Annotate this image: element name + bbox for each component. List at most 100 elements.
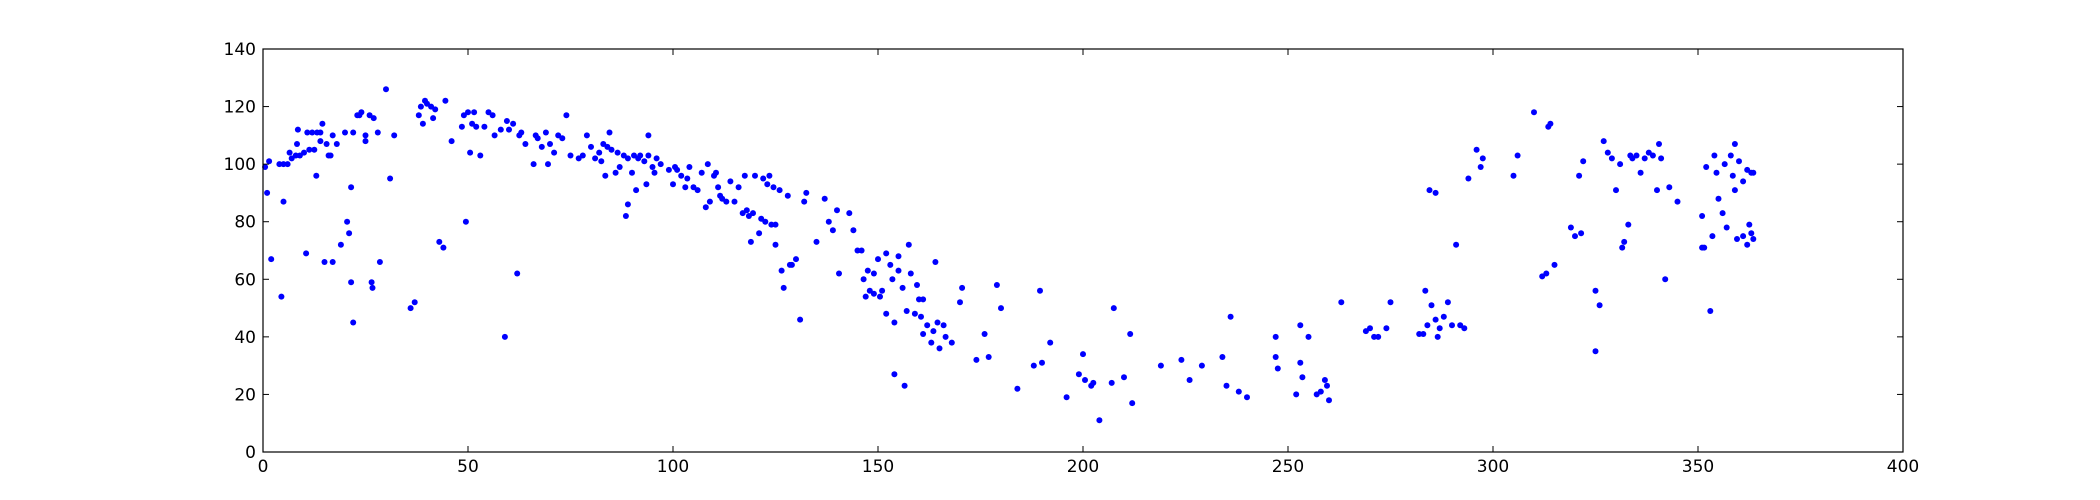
- data-point: [362, 138, 369, 145]
- data-point: [770, 184, 777, 191]
- data-point: [657, 161, 664, 168]
- data-point: [551, 149, 558, 156]
- x-tick-label: 400: [1887, 457, 1919, 477]
- data-point: [1746, 221, 1753, 228]
- data-point: [286, 149, 293, 156]
- data-point: [641, 158, 648, 165]
- data-point: [1324, 382, 1330, 389]
- data-point: [606, 129, 613, 136]
- data-point: [280, 198, 287, 205]
- data-point: [1297, 359, 1304, 366]
- data-point: [1235, 388, 1242, 395]
- data-point: [731, 198, 738, 205]
- data-points-layer: [262, 86, 1757, 424]
- data-point: [875, 256, 881, 263]
- data-point: [940, 322, 947, 329]
- x-tick-label: 0: [258, 457, 269, 477]
- data-point: [317, 138, 324, 145]
- data-point: [713, 169, 719, 176]
- data-point: [1649, 152, 1656, 159]
- data-point: [350, 319, 357, 326]
- data-point: [981, 331, 988, 337]
- data-point: [780, 284, 787, 291]
- data-point: [678, 172, 685, 179]
- data-point: [1477, 164, 1484, 170]
- data-point: [442, 97, 449, 104]
- data-point: [1734, 236, 1740, 242]
- data-point: [1514, 152, 1521, 159]
- data-point: [592, 155, 599, 162]
- data-point: [1658, 155, 1665, 162]
- data-point: [1578, 230, 1585, 237]
- data-point: [436, 238, 443, 245]
- data-point: [1030, 362, 1037, 369]
- data-point: [497, 126, 504, 133]
- data-point: [506, 126, 512, 133]
- data-point: [1108, 379, 1115, 386]
- data-point: [793, 256, 799, 263]
- data-point: [471, 109, 478, 116]
- data-point: [522, 141, 529, 147]
- data-point: [674, 166, 681, 173]
- data-point: [932, 259, 939, 265]
- data-point: [864, 267, 871, 274]
- data-point: [649, 164, 656, 170]
- data-point: [1465, 175, 1472, 182]
- data-point: [491, 132, 498, 139]
- data-point: [704, 161, 711, 168]
- data-point: [1110, 305, 1117, 312]
- data-point: [1440, 313, 1447, 320]
- data-point: [1157, 362, 1164, 369]
- data-point: [545, 161, 551, 168]
- data-point: [284, 161, 291, 168]
- data-point: [624, 155, 631, 162]
- data-point: [879, 287, 886, 294]
- data-point: [1576, 172, 1583, 179]
- data-point: [344, 218, 351, 225]
- data-point: [973, 356, 980, 363]
- data-point: [629, 169, 635, 176]
- data-point: [1047, 339, 1054, 346]
- data-point: [1619, 244, 1626, 251]
- data-point: [1621, 238, 1628, 245]
- data-point: [588, 143, 594, 150]
- data-point: [887, 261, 894, 268]
- data-point: [317, 129, 324, 136]
- data-point: [376, 259, 383, 265]
- data-point: [1592, 348, 1599, 355]
- data-point: [727, 178, 734, 185]
- y-tick-label: 140: [224, 40, 256, 60]
- data-point: [448, 138, 455, 145]
- data-point: [813, 238, 820, 245]
- data-point: [1750, 236, 1757, 242]
- data-point: [756, 230, 763, 237]
- data-point: [563, 112, 570, 119]
- data-point: [684, 175, 691, 182]
- data-point: [467, 149, 474, 156]
- data-point: [772, 221, 779, 228]
- data-point: [473, 123, 480, 130]
- data-point: [821, 195, 828, 202]
- data-point: [934, 319, 941, 326]
- data-point: [741, 172, 748, 179]
- data-point: [432, 106, 439, 113]
- data-point: [1748, 230, 1755, 237]
- y-tick-label: 40: [234, 328, 256, 348]
- data-point: [1736, 158, 1742, 165]
- data-point: [930, 328, 937, 335]
- data-point: [723, 198, 730, 205]
- data-point: [370, 115, 377, 122]
- data-point: [301, 149, 307, 156]
- data-point: [1444, 299, 1451, 306]
- data-point: [501, 333, 508, 340]
- data-point: [1551, 261, 1558, 268]
- data-point: [1637, 169, 1644, 176]
- data-point: [614, 149, 621, 156]
- data-point: [534, 135, 541, 142]
- data-point: [458, 123, 465, 130]
- data-point: [462, 218, 469, 225]
- data-point: [1428, 302, 1435, 309]
- data-point: [1604, 149, 1611, 156]
- data-point: [870, 290, 877, 297]
- data-point: [542, 129, 549, 136]
